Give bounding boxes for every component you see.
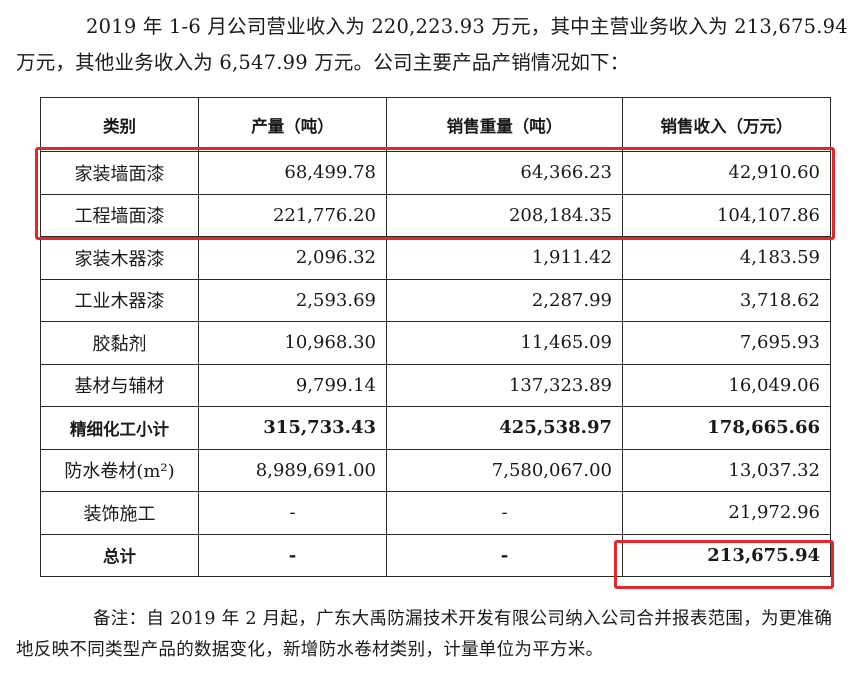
row-sales-weight: 64,366.23	[386, 151, 623, 195]
table-row: 家装木器漆 2,096.32 1,911.42 4,183.59	[40, 236, 831, 280]
row-category: 家装墙面漆	[40, 151, 199, 195]
row-revenue: 213,675.94	[622, 533, 831, 577]
header-production: 产量（吨）	[198, 97, 387, 152]
row-sales-weight: 2,287.99	[386, 278, 623, 322]
row-production: 221,776.20	[198, 193, 387, 237]
row-category: 装饰施工	[40, 491, 199, 535]
subtotal-row: 精细化工小计 315,733.43 425,538.97 178,665.66	[40, 406, 831, 450]
row-production: 315,733.43	[198, 406, 387, 450]
row-category: 工业木器漆	[40, 278, 199, 322]
row-revenue: 104,107.86	[622, 193, 831, 237]
total-row: 总计 - - 213,675.94	[40, 533, 831, 577]
row-category: 家装木器漆	[40, 236, 199, 280]
header-sales-weight: 销售重量（吨）	[386, 97, 623, 152]
row-category: 基材与辅材	[40, 363, 199, 407]
row-sales-weight: 7,580,067.00	[386, 448, 623, 492]
row-revenue: 21,972.96	[622, 491, 831, 535]
header-revenue: 销售收入（万元）	[622, 97, 831, 152]
row-revenue: 16,049.06	[622, 363, 831, 407]
footnote: 备注：自 2019 年 2 月起，广东大禹防漏技术开发有限公司纳入公司合并报表范…	[16, 609, 833, 660]
table-row: 基材与辅材 9,799.14 137,323.89 16,049.06	[40, 363, 831, 407]
table-header-row: 类别 产量（吨） 销售重量（吨） 销售收入（万元）	[40, 97, 831, 152]
row-sales-weight: 1,911.42	[386, 236, 623, 280]
row-revenue: 178,665.66	[622, 406, 831, 450]
table-row: 装饰施工 - - 21,972.96	[40, 491, 831, 535]
intro-paragraph: 2019 年 1-6 月公司营业收入为 220,223.93 万元，其中主营业务…	[16, 15, 848, 74]
row-production: 8,989,691.00	[198, 448, 387, 492]
row-sales-weight: 208,184.35	[386, 193, 623, 237]
header-category: 类别	[40, 97, 199, 152]
row-production: -	[198, 491, 387, 535]
row-sales-weight: -	[386, 491, 623, 535]
row-sales-weight: 137,323.89	[386, 363, 623, 407]
row-sales-weight: 11,465.09	[386, 321, 623, 365]
row-revenue: 13,037.32	[622, 448, 831, 492]
product-sales-table: 类别 产量（吨） 销售重量（吨） 销售收入（万元） 家装墙面漆 68,499.7…	[40, 97, 831, 577]
row-revenue: 7,695.93	[622, 321, 831, 365]
row-production: 9,799.14	[198, 363, 387, 407]
row-production: 2,096.32	[198, 236, 387, 280]
row-revenue: 4,183.59	[622, 236, 831, 280]
row-production: 2,593.69	[198, 278, 387, 322]
row-category: 胶黏剂	[40, 321, 199, 365]
table-row: 工程墙面漆 221,776.20 208,184.35 104,107.86	[40, 193, 831, 237]
row-category: 工程墙面漆	[40, 193, 199, 237]
row-category: 总计	[40, 533, 199, 577]
row-sales-weight: -	[386, 533, 623, 577]
row-sales-weight: 425,538.97	[386, 406, 623, 450]
row-production: 68,499.78	[198, 151, 387, 195]
table-row: 防水卷材(m²) 8,989,691.00 7,580,067.00 13,03…	[40, 448, 831, 492]
row-category: 防水卷材(m²)	[40, 448, 199, 492]
table-row: 家装墙面漆 68,499.78 64,366.23 42,910.60	[40, 151, 831, 195]
row-revenue: 42,910.60	[622, 151, 831, 195]
row-production: 10,968.30	[198, 321, 387, 365]
row-revenue: 3,718.62	[622, 278, 831, 322]
row-category: 精细化工小计	[40, 406, 199, 450]
table-row: 胶黏剂 10,968.30 11,465.09 7,695.93	[40, 321, 831, 365]
row-production: -	[198, 533, 387, 577]
table-row: 工业木器漆 2,593.69 2,287.99 3,718.62	[40, 278, 831, 322]
